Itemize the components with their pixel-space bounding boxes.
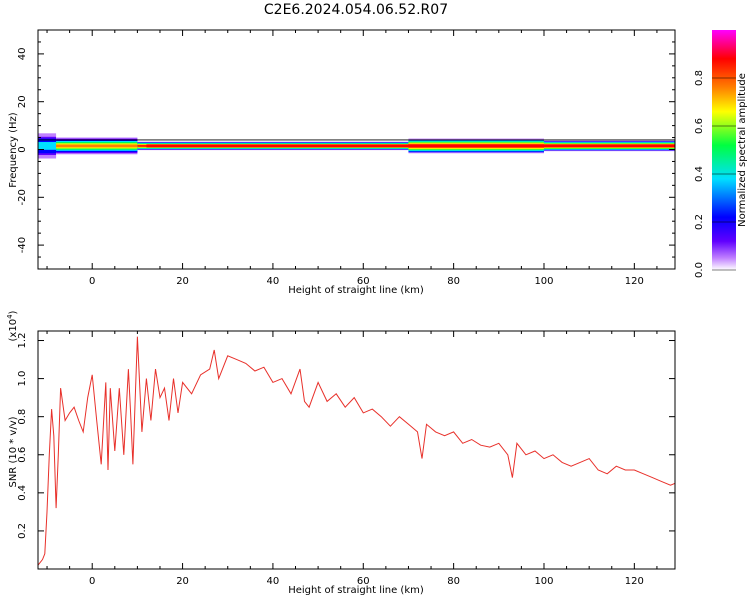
snr-xlabel: Height of straight line (km)	[288, 585, 424, 596]
snr-ytick-label: 1.0	[17, 371, 28, 387]
snr-multiplier-base: (x10	[8, 319, 19, 342]
spectrogram-xtick-label: 0	[89, 276, 95, 287]
snr-xtick-label: 40	[267, 576, 280, 587]
spectrogram-ytick-label: 0	[17, 146, 28, 152]
colorbar-tick-label: 0.8	[694, 70, 705, 86]
snr-multiplier: (x104)	[6, 310, 19, 341]
colorbar-tick-label: 0.6	[694, 118, 705, 134]
colorbar-tick-label: 0.2	[694, 214, 705, 230]
spectrogram-ytick-label: 40	[17, 48, 28, 61]
colorbar-tick-label: 0.4	[694, 166, 705, 182]
snr-frame	[37, 330, 676, 570]
spectrogram-ylabel: Frequency (Hz)	[8, 112, 19, 188]
spectrogram-ytick-label: -40	[17, 237, 28, 253]
spectrogram-xtick-label: 60	[357, 276, 370, 287]
colorbar: 0.0 0.2 0.4 0.6 0.8 Normalized spectral ampl…	[694, 30, 748, 278]
snr-xtick-label: 80	[447, 576, 460, 587]
snr-panel: 0 20 40 60 80 100 120 0.2 0.4 0.6 0.8 1.0 1.2 Height…	[6, 310, 676, 596]
snr-ylabel: SNR (10 * v/v)	[8, 416, 19, 487]
spectrogram-xtick-label: 80	[447, 276, 460, 287]
spectrogram-ytick-label: -20	[17, 189, 28, 205]
snr-ytick-label: 0.6	[17, 447, 28, 463]
snr-xtick-label: 0	[89, 576, 95, 587]
snr-ytick-label: 0.2	[17, 523, 28, 539]
spectrogram-xtick-label: 20	[176, 276, 189, 287]
snr-ytick-label: 0.8	[17, 409, 28, 425]
spectrogram-xtick-label: 120	[625, 276, 644, 287]
spectrogram-band-cell	[56, 144, 138, 148]
snr-multiplier-exp: 4	[6, 314, 14, 319]
spectrogram-xtick-label: 100	[534, 276, 553, 287]
spectrogram-ytick-label: 20	[17, 95, 28, 108]
snr-xtick-label: 100	[534, 576, 553, 587]
spectrogram-band-cell	[38, 143, 57, 149]
figure-title: C2E6.2024.054.06.52.R07	[264, 2, 448, 18]
svg-text:(x104): (x104)	[6, 310, 19, 341]
colorbar-tick-label: 0.0	[694, 262, 705, 278]
snr-series-line	[38, 336, 675, 566]
spectrogram-xlabel: Height of straight line (km)	[288, 285, 424, 296]
spectrogram-panel: 0 20 40 60 80 100 120 -40 -20 0 20 40 Height of str…	[8, 29, 676, 296]
snr-xtick-label: 60	[357, 576, 370, 587]
snr-ytick-label: 1.2	[17, 333, 28, 349]
snr-ytick-label: 0.4	[17, 485, 28, 501]
colorbar-label: Normalized spectral amplitude	[737, 73, 748, 227]
snr-xtick-label: 120	[625, 576, 644, 587]
spectrogram-xtick-label: 40	[267, 276, 280, 287]
colorbar-gradient	[712, 30, 736, 270]
snr-xtick-label: 20	[176, 576, 189, 587]
